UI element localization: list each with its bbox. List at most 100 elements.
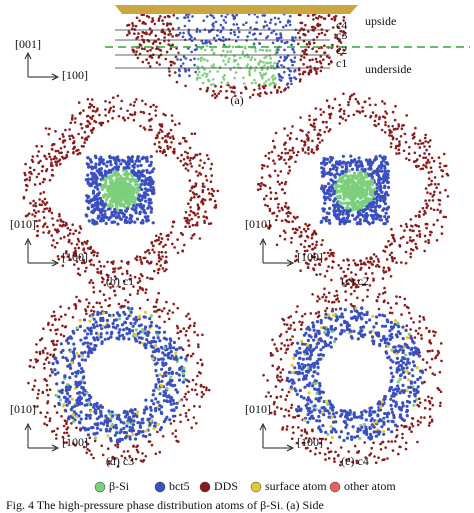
atom: [215, 94, 219, 98]
atom: [117, 214, 121, 219]
atom: [368, 330, 372, 334]
atom: [304, 222, 307, 226]
atom: [259, 187, 262, 191]
atom: [38, 352, 42, 356]
atom: [379, 214, 383, 219]
atom: [440, 232, 444, 235]
atom: [138, 171, 142, 175]
atom: [265, 194, 268, 198]
atom: [125, 317, 129, 321]
atom: [175, 401, 179, 405]
atom: [355, 215, 359, 219]
atom: [75, 326, 79, 330]
atom: [87, 165, 91, 169]
atom: [210, 174, 214, 177]
atom: [195, 30, 199, 33]
atom: [50, 314, 54, 318]
atom: [417, 164, 420, 168]
atom: [349, 161, 353, 165]
atom: [141, 179, 145, 183]
atom: [428, 366, 432, 369]
atom: [224, 96, 228, 100]
atom: [92, 325, 96, 329]
atom: [152, 103, 155, 107]
atom: [52, 342, 55, 345]
atom: [90, 131, 94, 134]
atom: [187, 221, 190, 225]
atom: [135, 255, 139, 258]
atom: [108, 109, 111, 112]
atom: [160, 30, 163, 34]
atom: [159, 49, 163, 52]
atom: [150, 414, 154, 419]
atom: [55, 437, 58, 440]
atom: [51, 362, 55, 366]
atom: [155, 374, 159, 378]
atom: [206, 188, 210, 191]
atom: [411, 133, 415, 137]
atom: [148, 118, 151, 122]
atom: [203, 185, 206, 188]
atom: [161, 374, 165, 378]
atom: [52, 142, 56, 146]
atom: [146, 340, 151, 344]
atom: [82, 109, 85, 112]
atom: [333, 18, 337, 22]
atom: [309, 123, 313, 127]
atom: [328, 167, 332, 172]
atom: [162, 148, 166, 152]
atom: [377, 122, 380, 126]
atom: [331, 163, 335, 167]
atom: [65, 422, 68, 426]
atom: [41, 390, 45, 394]
atom: [167, 317, 171, 321]
atom: [112, 267, 115, 271]
atom: [175, 371, 179, 375]
atom: [339, 22, 342, 25]
atom: [166, 147, 170, 150]
atom: [132, 104, 136, 107]
atom: [280, 64, 283, 67]
atom: [370, 262, 374, 266]
atom: [371, 220, 375, 224]
atom: [378, 117, 381, 121]
atom: [177, 26, 180, 30]
atom: [395, 152, 398, 155]
atom: [296, 150, 300, 154]
atom: [174, 388, 178, 392]
atom: [104, 108, 107, 111]
atom: [60, 255, 64, 258]
atom: [186, 155, 189, 159]
atom: [147, 198, 151, 202]
atom: [418, 229, 421, 233]
atom: [85, 332, 90, 336]
atom: [138, 19, 141, 23]
atom: [179, 420, 182, 424]
atom: [94, 120, 98, 124]
atom: [60, 415, 63, 418]
atom: [257, 63, 261, 66]
atom: [356, 263, 360, 267]
atom: [83, 240, 86, 244]
atom: [36, 392, 40, 396]
atom: [224, 15, 227, 19]
atom: [94, 162, 98, 166]
atom: [284, 87, 287, 91]
atom: [339, 267, 343, 270]
atom: [52, 239, 55, 242]
atom: [149, 160, 153, 164]
atom: [96, 193, 100, 197]
atom: [80, 358, 84, 362]
atom: [339, 446, 343, 449]
atom: [342, 201, 346, 205]
atom: [98, 196, 102, 200]
atom: [380, 324, 385, 328]
atom: [182, 31, 185, 35]
atom: [90, 98, 94, 101]
atom: [341, 183, 345, 187]
atom: [305, 43, 309, 46]
atom: [327, 218, 331, 222]
atom: [174, 357, 179, 361]
atom: [65, 431, 69, 435]
atom: [194, 70, 197, 74]
